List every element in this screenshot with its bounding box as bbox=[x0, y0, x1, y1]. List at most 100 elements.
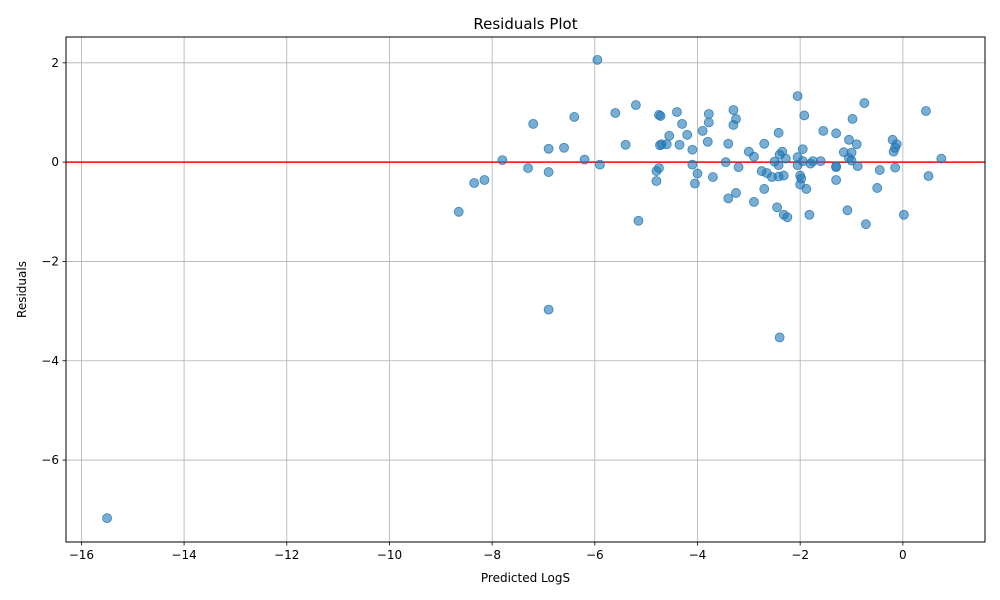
scatter-point bbox=[523, 163, 533, 173]
axis-ticks: −16 −14 −12 −10 −8 −6 −4 −2 0 −6 −4 −2 0 2 bbox=[41, 56, 906, 562]
scatter-point bbox=[792, 91, 803, 101]
scatter-point bbox=[804, 209, 815, 220]
x-tick-label: −6 bbox=[586, 548, 604, 562]
scatter-point bbox=[728, 105, 739, 115]
axes-frame bbox=[65, 36, 986, 543]
scatter-point bbox=[799, 110, 810, 121]
scatter-point bbox=[453, 206, 464, 217]
scatter-point bbox=[921, 106, 931, 116]
scatter-point bbox=[610, 108, 621, 118]
x-tick-label: −10 bbox=[377, 548, 402, 562]
scatter-point bbox=[852, 161, 863, 172]
scatter-points bbox=[102, 54, 947, 524]
scatter-point bbox=[633, 215, 644, 226]
scatter-point bbox=[890, 162, 901, 173]
x-tick-label: −2 bbox=[791, 548, 809, 562]
scatter-point bbox=[543, 143, 554, 154]
scatter-point bbox=[720, 157, 731, 168]
scatter-point bbox=[733, 162, 744, 172]
y-tick-label: 2 bbox=[51, 56, 59, 70]
scatter-point bbox=[592, 54, 603, 65]
scatter-point bbox=[697, 125, 708, 136]
scatter-point bbox=[818, 125, 829, 136]
scatter-point bbox=[759, 184, 770, 194]
scatter-point bbox=[731, 114, 741, 124]
scatter-point bbox=[731, 188, 741, 198]
y-tick-label: 0 bbox=[51, 155, 59, 169]
scatter-point bbox=[654, 163, 664, 173]
scatter-point bbox=[102, 513, 112, 524]
scatter-point bbox=[661, 139, 672, 150]
scatter-point bbox=[773, 160, 784, 171]
scatter-point bbox=[815, 156, 826, 167]
scatter-point bbox=[774, 332, 785, 343]
scatter-point bbox=[923, 171, 934, 181]
scatter-point bbox=[831, 128, 842, 139]
scatter-point bbox=[859, 98, 870, 108]
scatter-point bbox=[749, 151, 759, 162]
scatter-point bbox=[630, 100, 641, 110]
scatter-point bbox=[687, 159, 698, 170]
scatter-point bbox=[936, 153, 947, 164]
scatter-point bbox=[559, 142, 569, 153]
scatter-point bbox=[479, 175, 490, 185]
scatter-point bbox=[664, 130, 675, 141]
scatter-point bbox=[844, 134, 854, 145]
scatter-point bbox=[842, 205, 853, 216]
x-axis-label: Predicted LogS bbox=[481, 571, 570, 585]
scatter-point bbox=[796, 173, 807, 184]
scatter-point bbox=[469, 178, 480, 188]
scatter-point bbox=[528, 118, 539, 129]
scatter-point bbox=[674, 139, 685, 150]
scatter-point bbox=[831, 162, 842, 172]
y-axis-label: Residuals bbox=[15, 261, 29, 318]
scatter-point bbox=[687, 144, 698, 155]
x-tick-label: −8 bbox=[483, 548, 501, 562]
scatter-point bbox=[847, 114, 858, 124]
scatter-point bbox=[860, 219, 871, 230]
scatter-point bbox=[772, 202, 782, 213]
scatter-point bbox=[543, 304, 554, 315]
scatter-point bbox=[702, 136, 713, 147]
scatter-point bbox=[846, 155, 857, 166]
x-tick-label: 0 bbox=[899, 548, 907, 562]
scatter-point bbox=[773, 127, 784, 138]
chart-title: Residuals Plot bbox=[473, 15, 577, 33]
scatter-point bbox=[677, 118, 687, 129]
scatter-point bbox=[672, 107, 682, 117]
scatter-point bbox=[620, 139, 631, 150]
scatter-point bbox=[797, 144, 808, 155]
y-tick-label: −6 bbox=[41, 453, 59, 467]
scatter-point bbox=[898, 209, 909, 220]
scatter-point bbox=[682, 129, 693, 140]
x-tick-label: −12 bbox=[274, 548, 299, 562]
scatter-point bbox=[690, 178, 700, 189]
scatter-point bbox=[723, 193, 734, 204]
scatter-point bbox=[801, 184, 812, 194]
scatter-point bbox=[851, 139, 862, 150]
y-tick-label: −2 bbox=[41, 254, 59, 268]
scatter-point bbox=[874, 165, 885, 175]
x-tick-label: −16 bbox=[69, 548, 94, 562]
scatter-point bbox=[703, 117, 714, 128]
x-tick-label: −14 bbox=[171, 548, 196, 562]
scatter-point bbox=[782, 212, 793, 223]
scatter-point bbox=[749, 196, 759, 207]
grid-lines bbox=[66, 37, 985, 542]
scatter-point bbox=[891, 139, 902, 150]
scatter-point bbox=[569, 112, 580, 122]
y-tick-label: −4 bbox=[41, 354, 59, 368]
scatter-point bbox=[595, 159, 605, 170]
scatter-point bbox=[707, 172, 718, 182]
scatter-point bbox=[872, 183, 883, 193]
scatter-point bbox=[655, 111, 666, 121]
scatter-point bbox=[780, 153, 791, 164]
scatter-point bbox=[759, 138, 770, 149]
scatter-point bbox=[778, 170, 789, 181]
x-tick-label: −4 bbox=[689, 548, 707, 562]
scatter-point bbox=[497, 155, 508, 166]
scatter-point bbox=[651, 176, 662, 186]
scatter-point bbox=[723, 138, 734, 149]
scatter-point bbox=[831, 175, 842, 185]
